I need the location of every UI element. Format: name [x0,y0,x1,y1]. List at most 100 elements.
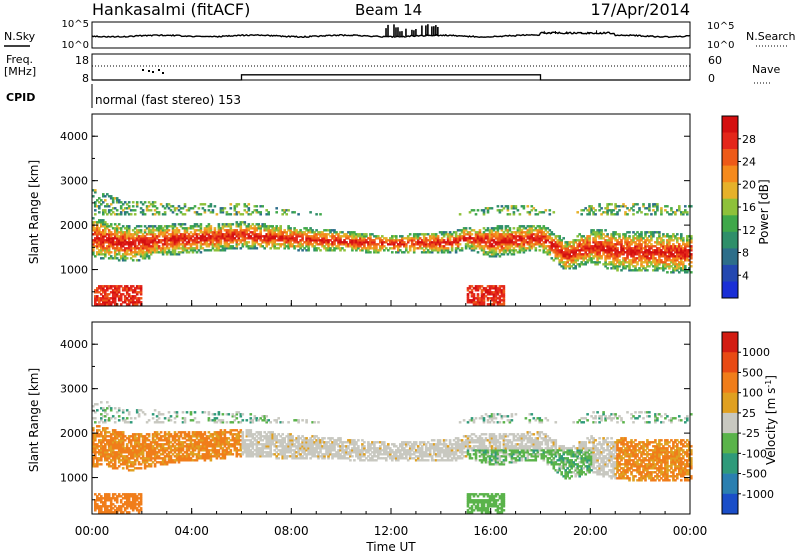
velocity-cell [102,501,105,504]
power-cell [526,235,530,238]
velocity-cell [125,503,129,506]
power-cell [612,209,615,212]
power-cell [311,245,314,248]
power-cell [430,243,434,246]
velocity-cell [149,449,153,452]
power-cell [247,241,251,244]
power-cell [115,225,119,228]
power-cell [628,237,631,240]
power-cell [444,247,448,250]
power-cell [642,247,645,250]
power-cell [686,235,689,238]
power-cell [496,303,500,306]
velocity-cell [163,457,167,460]
power-cell [614,205,617,208]
power-cell [145,245,149,248]
velocity-cell [129,451,133,454]
power-cell [536,233,540,236]
power-cell [606,239,609,242]
power-cell [219,211,223,214]
velocity-cell [131,457,135,460]
velocity-cell [117,433,121,436]
power-cell [207,243,211,246]
power-cell [600,237,603,240]
power-cell [652,259,655,262]
power-cell [117,235,121,238]
power-cell [496,239,500,242]
power-cell [255,211,259,214]
power-cell [139,253,143,256]
power-cell [94,203,97,206]
power-cell [313,247,316,250]
power-cell [209,249,213,252]
power-cell [102,221,105,224]
power-cell [654,261,657,264]
velocity-cell [127,437,131,440]
power-cell [247,245,251,248]
power-cell [267,231,270,234]
power-cell [275,229,278,232]
power-cell [271,225,274,228]
power-cell [618,259,621,262]
power-cell [279,237,282,240]
power-cell [199,223,203,226]
power-cell [456,239,460,242]
power-cell [135,231,139,234]
velocity-cell [183,445,187,448]
power-cell [546,227,550,230]
power-cell [660,253,663,256]
power-cell [149,231,153,234]
velocity-cell [187,433,191,436]
power-cell [245,237,249,240]
velocity-cell [135,411,139,414]
power-cell [98,197,101,200]
power-cell [690,257,693,260]
velocity-cell [189,459,193,462]
power-cell [592,241,595,244]
power-cell [614,259,617,262]
velocity-cell [127,447,131,450]
power-cell [319,239,322,242]
power-cell [684,245,687,248]
velocity-cell [141,459,145,462]
power-cell [520,229,524,232]
power-cell [123,301,127,304]
power-cell [532,243,536,246]
power-cell [171,223,175,226]
velocity-cell [106,451,109,454]
power-cell [418,245,422,248]
power-cell [183,227,187,230]
velocity-cell [123,455,127,458]
power-cell [161,245,165,248]
power-cell [281,213,284,216]
power-cell [331,241,334,244]
power-cell [209,235,213,238]
power-cell [253,243,257,246]
power-cell [167,203,171,206]
velocity-cell [100,453,103,456]
power-cell [295,233,298,236]
velocity-cell [106,401,109,404]
power-cell [143,247,147,250]
power-cell [570,265,573,268]
velocity-cell [177,439,181,442]
power-cell [492,297,496,300]
power-cell [195,251,199,254]
power-cell [592,229,595,232]
power-cell [600,249,603,252]
power-cell [94,255,97,258]
velocity-cell [107,455,111,458]
velocity-cell [193,449,197,452]
power-cell [662,241,665,244]
velocity-cell [92,463,95,466]
power-cell [638,241,641,244]
velocity-cell [123,509,127,512]
power-cell [355,245,358,248]
power-cell [217,247,221,250]
power-cell [440,241,444,244]
power-cell [223,229,227,232]
power-cell [432,239,436,242]
power-cell [650,243,653,246]
power-cell [476,289,480,292]
power-cell [151,245,155,248]
